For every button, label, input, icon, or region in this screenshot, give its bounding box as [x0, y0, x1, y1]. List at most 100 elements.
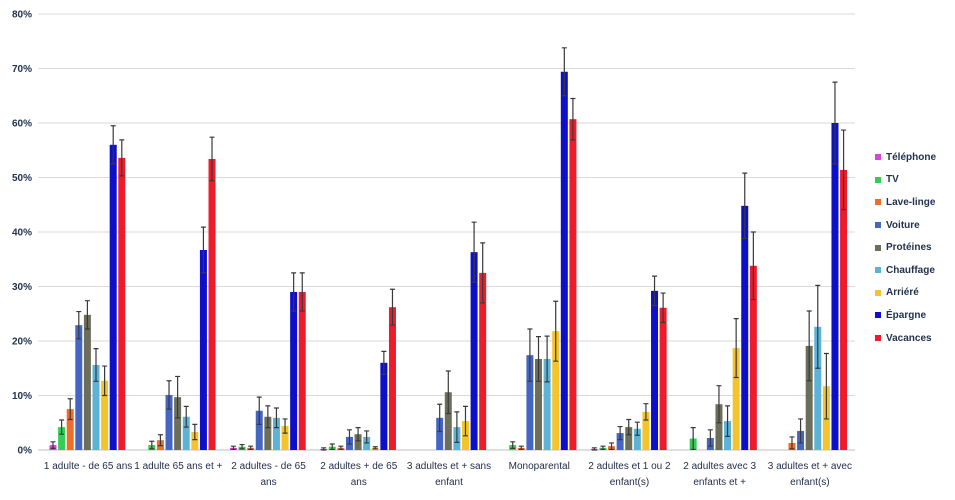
- error-bar: [200, 226, 206, 274]
- bar: [749, 265, 757, 450]
- legend-label: Chauffage: [886, 264, 935, 276]
- error-bar: [634, 421, 640, 436]
- bar: [83, 314, 91, 450]
- error-bar: [643, 403, 649, 421]
- bar: [569, 119, 577, 450]
- bar: [741, 205, 749, 450]
- bar: [281, 426, 289, 450]
- error-bar: [76, 310, 82, 340]
- legend-marker: [875, 289, 881, 296]
- legend-marker: [875, 312, 881, 319]
- bar: [290, 291, 298, 450]
- gridlines: [38, 13, 855, 451]
- error-bar: [50, 441, 56, 449]
- legend-item: Protéines: [875, 236, 953, 259]
- bar: [651, 290, 659, 450]
- legend-item: Chauffage: [875, 259, 953, 282]
- error-bar: [209, 136, 215, 182]
- error-bar: [553, 300, 559, 362]
- error-bar: [329, 443, 335, 451]
- error-bar: [248, 445, 254, 451]
- error-bars: [50, 47, 847, 451]
- y-tick-label: 20%: [12, 337, 32, 348]
- error-bar: [67, 398, 73, 421]
- error-bar: [102, 365, 108, 397]
- error-bar: [591, 447, 597, 451]
- error-bar: [299, 272, 305, 312]
- error-bar: [617, 425, 623, 441]
- error-bar: [707, 429, 713, 447]
- error-bar: [346, 429, 352, 445]
- bar: [182, 416, 190, 450]
- error-bar: [798, 418, 804, 444]
- bar: [840, 169, 848, 450]
- error-bar: [192, 423, 198, 441]
- error-bar: [716, 385, 722, 424]
- bar: [470, 252, 478, 450]
- bar: [255, 410, 263, 450]
- bar: [380, 362, 388, 450]
- error-bar: [355, 427, 361, 442]
- legend-marker: [875, 199, 881, 206]
- bar: [101, 380, 109, 450]
- error-bar: [84, 300, 90, 330]
- bar: [191, 432, 199, 450]
- legend-label: Épargne: [886, 309, 927, 321]
- error-bar: [389, 288, 395, 326]
- error-bar: [536, 336, 542, 382]
- bar: [616, 433, 624, 450]
- bar: [208, 158, 216, 450]
- bar: [560, 71, 568, 451]
- error-bar: [239, 443, 245, 450]
- bar: [58, 427, 66, 450]
- error-bar: [166, 380, 172, 410]
- legend-item: Arriéré: [875, 282, 953, 305]
- error-bar: [544, 335, 550, 383]
- error-bar: [321, 447, 327, 451]
- error-bar: [690, 427, 696, 451]
- error-bar: [273, 407, 279, 429]
- bar: [199, 249, 207, 450]
- y-tick-label: 60%: [12, 119, 32, 130]
- bar: [165, 394, 173, 450]
- bar: [66, 409, 74, 450]
- error-bar: [626, 418, 632, 436]
- bar: [625, 427, 633, 450]
- bar: [805, 345, 813, 450]
- error-bar: [742, 172, 748, 240]
- error-bar: [381, 350, 387, 375]
- legend-label: TV: [886, 174, 899, 186]
- bar: [659, 307, 667, 450]
- error-bar: [93, 348, 99, 382]
- error-bar: [733, 318, 739, 379]
- error-bar: [480, 242, 486, 304]
- error-bar: [750, 231, 756, 301]
- error-bar: [561, 47, 567, 97]
- bar: [732, 348, 740, 450]
- y-tick-label: 70%: [12, 64, 32, 75]
- error-bar: [518, 445, 524, 451]
- legend-item: Voiture: [875, 214, 953, 237]
- legend-marker: [875, 267, 881, 274]
- legend-label: Voiture: [886, 219, 920, 231]
- legend-label: Arriéré: [886, 287, 919, 299]
- y-tick-label: 10%: [12, 391, 32, 402]
- y-axis-ticks: 0% 10% 20% 30% 40% 50% 60% 70% 80%: [12, 10, 32, 457]
- error-bar: [157, 434, 163, 447]
- y-tick-label: 40%: [12, 228, 32, 239]
- legend-marker: [875, 222, 881, 229]
- bar: [535, 358, 543, 450]
- bar: [92, 364, 100, 450]
- error-bar: [600, 445, 606, 451]
- error-bar: [291, 272, 297, 312]
- error-bar: [823, 352, 829, 420]
- error-bar: [510, 441, 516, 449]
- legend-label: Protéines: [886, 242, 932, 254]
- error-bar: [609, 442, 615, 451]
- bar: [388, 307, 396, 450]
- error-bar: [183, 405, 189, 428]
- legend-label: Lave-linge: [886, 196, 936, 208]
- legend-label: Vacances: [886, 332, 932, 344]
- error-bar: [119, 139, 125, 177]
